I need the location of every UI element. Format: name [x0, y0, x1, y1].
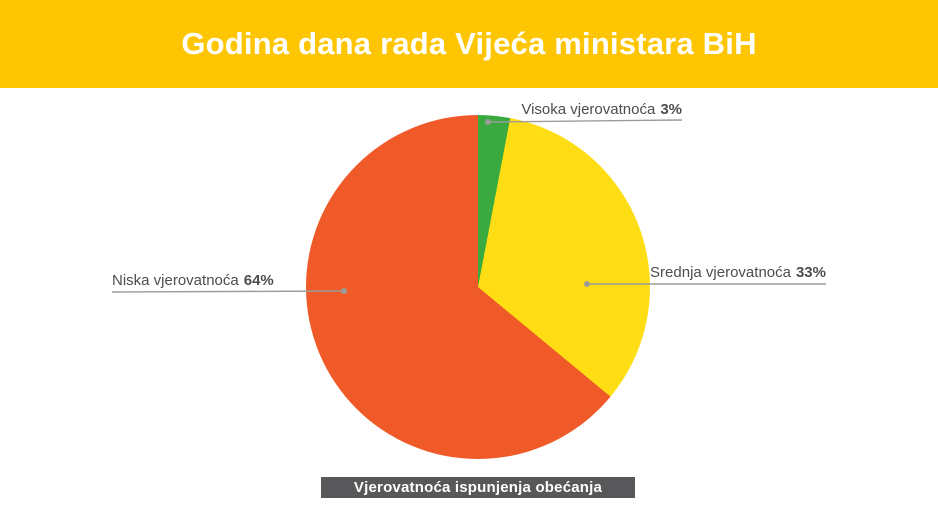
pie-chart: [306, 115, 650, 459]
callout-label-srednja: Srednja vjerovatnoća 33%: [650, 264, 826, 282]
slice-label: Visoka vjerovatnoća: [521, 101, 656, 118]
pie-chart-area: Visoka vjerovatnoća 3% Srednja vjerovatno…: [0, 88, 938, 528]
slice-value: 64%: [243, 272, 274, 289]
slice-value: 33%: [795, 264, 826, 281]
chart-caption: Vjerovatnoća ispunjenja obećanja: [321, 477, 635, 498]
slice-label: Niska vjerovatnoća: [112, 272, 239, 289]
slice-label: Srednja vjerovatnoća: [650, 264, 791, 281]
page-title: Godina dana rada Vijeća ministara BiH: [181, 26, 757, 61]
chart-caption-text: Vjerovatnoća ispunjenja obećanja: [353, 479, 603, 496]
slice-value: 3%: [660, 101, 682, 118]
header-banner: Godina dana rada Vijeća ministara BiH: [0, 0, 938, 88]
callout-label-niska: Niska vjerovatnoća 64%: [112, 272, 274, 290]
callout-label-visoka: Visoka vjerovatnoća 3%: [521, 101, 682, 119]
